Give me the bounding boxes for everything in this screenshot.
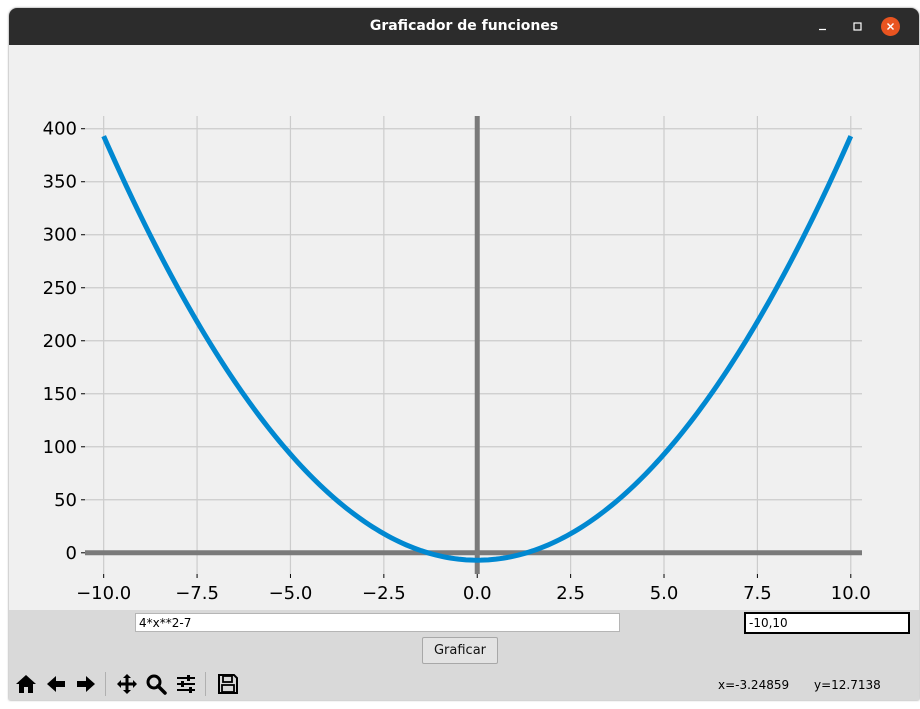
y-tick-label: 250 bbox=[43, 278, 77, 299]
y-coordinate-readout: y=12.7138 bbox=[814, 678, 881, 692]
minimize-button[interactable] bbox=[813, 17, 832, 36]
y-tick-label: 50 bbox=[54, 490, 77, 511]
back-button[interactable] bbox=[43, 670, 69, 696]
range-input[interactable] bbox=[744, 612, 910, 634]
x-tick-labels: −10.0 −7.5 −5.0 −2.5 0.0 2.5 5.0 7.5 10.0 bbox=[76, 574, 871, 604]
function-chart: −10.0 −7.5 −5.0 −2.5 0.0 2.5 5.0 7.5 10.0 0 50 100… bbox=[43, 116, 871, 604]
x-coordinate-readout: x=-3.24859 bbox=[718, 678, 790, 692]
x-tick-label: 10.0 bbox=[831, 583, 871, 604]
x-tick-label: 5.0 bbox=[650, 583, 679, 604]
x-tick-label: −5.0 bbox=[269, 583, 313, 604]
app-window: Graficador de funciones −10.0 −7.5 −5.0 −2.… bbox=[9, 8, 919, 700]
pan-button[interactable] bbox=[114, 670, 140, 696]
graph-button[interactable]: Graficar bbox=[422, 637, 498, 664]
x-tick-label: −7.5 bbox=[175, 583, 219, 604]
back-arrow-icon bbox=[47, 676, 65, 692]
forward-button[interactable] bbox=[73, 670, 99, 696]
toolbar-separator bbox=[105, 672, 106, 696]
minimize-icon bbox=[819, 28, 826, 31]
close-icon bbox=[881, 17, 900, 36]
maximize-button[interactable] bbox=[848, 17, 867, 36]
pan-icon bbox=[117, 674, 137, 694]
function-input[interactable] bbox=[135, 613, 620, 632]
plot-canvas[interactable]: −10.0 −7.5 −5.0 −2.5 0.0 2.5 5.0 7.5 10.0 0 50 100… bbox=[9, 45, 919, 610]
maximize-icon bbox=[853, 22, 862, 31]
title-bar[interactable]: Graficador de funciones bbox=[9, 8, 919, 45]
controls-panel: Graficar bbox=[9, 610, 919, 700]
y-tick-label: 0 bbox=[66, 543, 77, 564]
x-tick-label: −10.0 bbox=[76, 583, 131, 604]
axis-lines bbox=[85, 116, 862, 574]
configure-subplots-icon bbox=[177, 675, 195, 693]
window-title: Graficador de funciones bbox=[369, 18, 559, 34]
y-tick-label: 200 bbox=[43, 331, 77, 352]
save-button[interactable] bbox=[215, 670, 241, 696]
close-button[interactable] bbox=[881, 17, 900, 36]
y-tick-label: 150 bbox=[43, 384, 77, 405]
forward-arrow-icon bbox=[77, 676, 95, 692]
series-layer bbox=[101, 135, 854, 563]
x-tick-label: 0.0 bbox=[463, 583, 492, 604]
home-button[interactable] bbox=[13, 670, 39, 696]
x-tick-label: 7.5 bbox=[743, 583, 772, 604]
home-icon bbox=[16, 675, 36, 693]
toolbar-separator bbox=[205, 672, 206, 696]
function-curve bbox=[101, 135, 854, 563]
y-tick-label: 400 bbox=[43, 119, 77, 140]
y-tick-label: 300 bbox=[43, 225, 77, 246]
x-tick-label: 2.5 bbox=[556, 583, 585, 604]
configure-subplots-button[interactable] bbox=[173, 670, 199, 696]
zoom-button[interactable] bbox=[143, 670, 169, 696]
y-tick-label: 350 bbox=[43, 172, 77, 193]
save-icon bbox=[218, 674, 238, 694]
y-tick-label: 100 bbox=[43, 437, 77, 458]
y-tick-labels: 0 50 100 150 200 250 300 350 400 bbox=[43, 119, 85, 564]
zoom-icon bbox=[146, 674, 167, 695]
x-tick-label: −2.5 bbox=[362, 583, 406, 604]
